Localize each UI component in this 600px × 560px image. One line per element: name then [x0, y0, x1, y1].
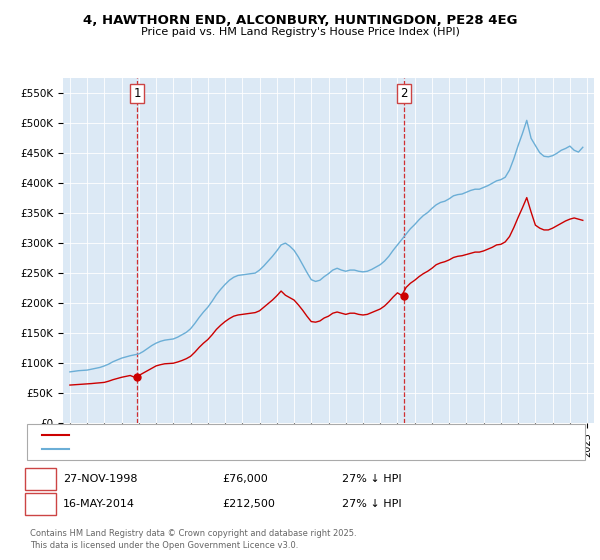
Text: 4, HAWTHORN END, ALCONBURY, HUNTINGDON, PE28 4EG (detached house): 4, HAWTHORN END, ALCONBURY, HUNTINGDON, …	[75, 430, 453, 440]
Text: 27-NOV-1998: 27-NOV-1998	[63, 474, 137, 484]
Text: 4, HAWTHORN END, ALCONBURY, HUNTINGDON, PE28 4EG: 4, HAWTHORN END, ALCONBURY, HUNTINGDON, …	[83, 14, 517, 27]
Text: HPI: Average price, detached house, Huntingdonshire: HPI: Average price, detached house, Hunt…	[75, 444, 337, 454]
Text: 1: 1	[133, 87, 141, 100]
Text: Price paid vs. HM Land Registry's House Price Index (HPI): Price paid vs. HM Land Registry's House …	[140, 27, 460, 38]
Text: 27% ↓ HPI: 27% ↓ HPI	[342, 499, 401, 509]
Text: £76,000: £76,000	[222, 474, 268, 484]
Text: 2: 2	[400, 87, 407, 100]
Text: £212,500: £212,500	[222, 499, 275, 509]
Text: 16-MAY-2014: 16-MAY-2014	[63, 499, 135, 509]
Text: 27% ↓ HPI: 27% ↓ HPI	[342, 474, 401, 484]
Text: Contains HM Land Registry data © Crown copyright and database right 2025.
This d: Contains HM Land Registry data © Crown c…	[30, 529, 356, 550]
Text: 2: 2	[37, 499, 44, 509]
Text: 1: 1	[37, 474, 44, 484]
